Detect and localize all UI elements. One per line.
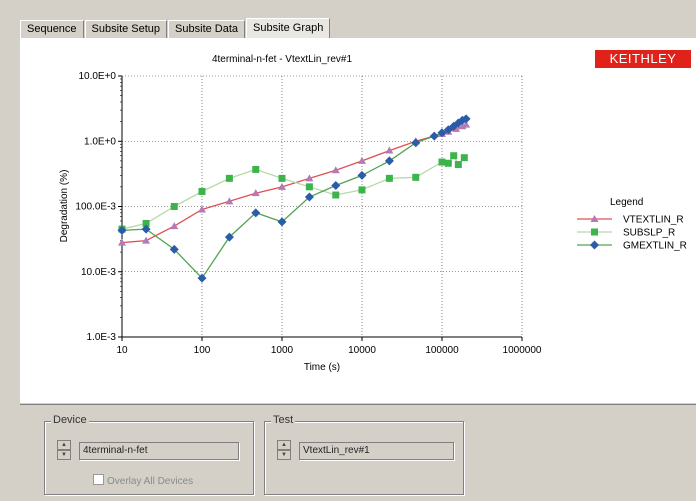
test-up-arrow-icon[interactable]: ▲: [277, 440, 291, 450]
data-point-subslp-r: [460, 154, 468, 162]
data-point-vtextlin-r: [198, 205, 206, 213]
legend-marker-subslp-r: [591, 228, 598, 236]
x-tick-label: 100: [194, 345, 211, 356]
x-tick-label: 10: [116, 345, 128, 356]
selection-area: Device ▲ ▼ 4terminal-n-fet Overlay All D…: [20, 404, 696, 501]
series-line-subslp-r: [121, 154, 465, 230]
data-point-gmextlin-r: [411, 138, 421, 148]
data-point-gmextlin-r: [141, 224, 151, 234]
y-tick-label: 100.0E-3: [75, 202, 116, 213]
data-point-subslp-r: [225, 174, 233, 182]
legend-marker-gmextlin-r: [590, 240, 599, 250]
top-strip: [0, 0, 696, 20]
overlay-all-devices-label: Overlay All Devices: [107, 476, 194, 487]
data-point-subslp-r: [142, 219, 150, 227]
data-point-vtextlin-r: [142, 236, 151, 244]
legend-label-gmextlin-r: GMEXTLIN_R: [623, 241, 687, 252]
data-point-subslp-r: [305, 183, 313, 191]
x-axis-label: Time (s): [304, 362, 340, 373]
y-tick-label: 1.0E+0: [84, 136, 116, 147]
data-point-subslp-r: [450, 152, 458, 160]
tab-subsite-setup[interactable]: Subsite Setup: [84, 20, 168, 38]
data-point-gmextlin-r: [357, 170, 367, 180]
data-point-subslp-r: [278, 174, 286, 182]
chart-series: [117, 114, 471, 283]
test-down-arrow-icon[interactable]: ▼: [277, 450, 291, 460]
chart-grid: [122, 75, 523, 337]
checkbox-box-icon[interactable]: [93, 474, 104, 485]
test-group: Test ▲ ▼ VtextLin_rev#1: [264, 414, 464, 495]
x-tick-label: 100000: [425, 345, 459, 356]
data-point-subslp-r: [332, 191, 340, 199]
y-tick-label: 10.0E+0: [78, 71, 116, 82]
data-point-gmextlin-r: [461, 114, 471, 124]
data-point-gmextlin-r: [437, 128, 447, 138]
y-axis-label: Degradation (%): [59, 170, 70, 243]
data-point-vtextlin-r: [251, 189, 260, 197]
graph-panel: [20, 38, 696, 403]
data-point-subslp-r: [444, 159, 452, 167]
tab-subsite-data[interactable]: Subsite Data: [168, 20, 246, 38]
x-tick-label: 1000000: [503, 345, 542, 356]
chart-title: 4terminal-n-fet - VtextLin_rev#1: [212, 54, 353, 65]
y-tick-label: 1.0E-3: [87, 332, 117, 343]
test-spinner[interactable]: ▲ ▼: [277, 440, 291, 460]
x-tick-label: 1000: [271, 345, 294, 356]
data-point-subslp-r: [438, 158, 446, 166]
data-point-gmextlin-r: [429, 131, 439, 141]
data-point-subslp-r: [412, 173, 420, 181]
axis-ticks: 10 100 1000 10000 100000 1000000 1.0E-3 10.0E-3…: [75, 71, 541, 356]
chart-legend: Legend VTEXTLIN_R SUBSLP_R GMEXTLIN_R: [577, 197, 687, 252]
data-point-vtextlin-r: [118, 238, 126, 246]
data-point-gmextlin-r: [251, 208, 261, 218]
device-down-arrow-icon[interactable]: ▼: [57, 450, 71, 460]
data-point-subslp-r: [198, 187, 206, 195]
keithley-logo: KEITHLEY: [595, 50, 691, 68]
legend-label-vtextlin-r: VTEXTLIN_R: [623, 215, 684, 226]
device-spinner[interactable]: ▲ ▼: [57, 440, 71, 460]
data-point-gmextlin-r: [169, 244, 179, 254]
data-point-subslp-r: [170, 203, 178, 210]
test-group-title: Test: [271, 414, 296, 426]
data-point-vtextlin-r: [170, 222, 179, 230]
data-point-gmextlin-r: [197, 273, 207, 283]
tab-subsite-graph[interactable]: Subsite Graph: [246, 18, 331, 38]
data-point-vtextlin-r: [358, 156, 366, 164]
tab-sequence[interactable]: Sequence: [20, 20, 84, 38]
x-tick-label: 10000: [348, 345, 376, 356]
tab-bar: Sequence Subsite Setup Subsite Data Subs…: [20, 18, 331, 38]
y-tick-label: 10.0E-3: [81, 267, 116, 278]
data-point-vtextlin-r: [278, 182, 286, 190]
test-field[interactable]: VtextLin_rev#1: [299, 442, 454, 460]
device-field[interactable]: 4terminal-n-fet: [79, 442, 239, 460]
device-up-arrow-icon[interactable]: ▲: [57, 440, 71, 450]
device-group-title: Device: [51, 414, 89, 426]
legend-title: Legend: [610, 197, 643, 208]
overlay-all-devices-checkbox[interactable]: Overlay All Devices: [93, 474, 193, 487]
device-group: Device ▲ ▼ 4terminal-n-fet Overlay All D…: [44, 414, 254, 495]
data-point-gmextlin-r: [277, 217, 287, 227]
legend-label-subslp-r: SUBSLP_R: [623, 228, 675, 239]
data-point-gmextlin-r: [384, 156, 394, 166]
data-point-subslp-r: [454, 161, 462, 169]
data-point-vtextlin-r: [462, 120, 471, 128]
data-point-gmextlin-r: [224, 232, 234, 242]
data-point-vtextlin-r: [225, 197, 234, 205]
data-point-vtextlin-r: [305, 174, 314, 182]
data-point-subslp-r: [358, 186, 366, 194]
data-point-vtextlin-r: [331, 166, 340, 174]
data-point-gmextlin-r: [117, 225, 127, 235]
data-point-subslp-r: [252, 165, 260, 173]
data-point-gmextlin-r: [304, 192, 314, 202]
legend-marker-vtextlin-r: [590, 215, 599, 222]
data-point-vtextlin-r: [385, 146, 394, 154]
degradation-chart: 10 100 1000 10000 100000 1000000 1.0E-3 10.0E-3…: [59, 54, 687, 373]
data-point-subslp-r: [385, 174, 393, 182]
data-point-gmextlin-r: [331, 180, 341, 190]
